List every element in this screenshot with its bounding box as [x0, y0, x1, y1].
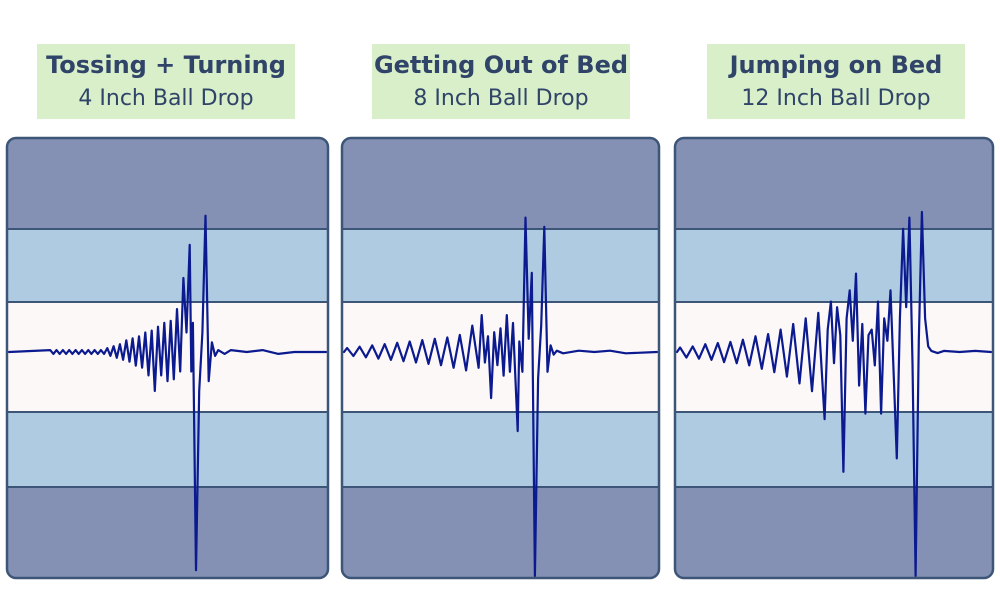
waveform-line — [7, 214, 328, 572]
chart-panel-2 — [673, 136, 995, 580]
band-center — [342, 302, 659, 412]
band-outer-bottom — [342, 487, 659, 578]
panel-subtitle: 12 Inch Ball Drop — [741, 86, 931, 111]
band-outer-bottom — [675, 487, 993, 578]
panel-title: Tossing + Turning — [46, 51, 286, 79]
band-middle-bottom — [7, 412, 328, 487]
panel-border — [340, 136, 661, 580]
band-middle-top — [342, 229, 659, 302]
band-center — [7, 302, 328, 412]
band-outer-bottom — [7, 487, 328, 578]
band-middle-bottom — [675, 412, 993, 487]
band-middle-top — [675, 229, 993, 302]
band-outer-top — [675, 138, 993, 229]
panel-title: Getting Out of Bed — [373, 51, 629, 79]
panel-border — [673, 136, 995, 580]
panel-label-2: Jumping on Bed 12 Inch Ball Drop — [707, 44, 965, 119]
panel-label-1: Getting Out of Bed 8 Inch Ball Drop — [372, 44, 630, 119]
panel-title: Jumping on Bed — [729, 51, 943, 79]
band-outer-top — [7, 138, 328, 229]
panel-subtitle: 8 Inch Ball Drop — [413, 86, 589, 111]
waveform-line — [675, 210, 993, 578]
panel-border — [5, 136, 330, 580]
panel-subtitle: 4 Inch Ball Drop — [78, 86, 254, 111]
panel-label-0: Tossing + Turning 4 Inch Ball Drop — [37, 44, 295, 119]
band-middle-top — [7, 229, 328, 302]
waveform-line — [342, 216, 659, 578]
chart-panel-0 — [5, 136, 330, 580]
chart-panel-1 — [340, 136, 661, 580]
band-outer-top — [342, 138, 659, 229]
band-middle-bottom — [342, 412, 659, 487]
